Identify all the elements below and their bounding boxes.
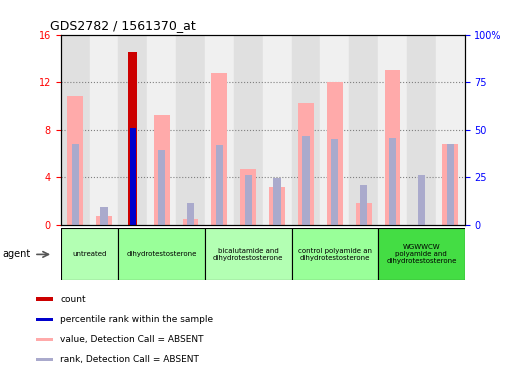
Bar [378,35,407,225]
Bar [183,219,199,225]
Bar [262,35,291,225]
Bar [205,35,234,225]
Bar [407,35,436,225]
Bar [216,145,223,225]
Text: value, Detection Call = ABSENT: value, Detection Call = ABSENT [60,335,204,344]
Bar [36,358,53,361]
Bar [187,203,194,225]
Bar [71,144,79,225]
Bar [274,178,281,225]
Bar [96,216,112,225]
Bar [298,103,314,225]
Bar [447,144,454,225]
Bar [331,139,338,225]
Bar [118,35,147,225]
Bar [234,35,262,225]
Bar [291,35,320,225]
Bar [418,175,425,225]
Bar [360,185,367,225]
Bar [36,298,53,301]
Text: GDS2782 / 1561370_at: GDS2782 / 1561370_at [50,19,196,32]
Bar [240,169,256,225]
Bar [36,318,53,321]
Bar [378,228,465,280]
Bar [320,35,349,225]
Bar [130,128,136,225]
Bar [269,187,285,225]
Text: WGWWCW
polyamide and
dihydrotestosterone: WGWWCW polyamide and dihydrotestosterone [386,244,457,265]
Text: bicalutamide and
dihydrotestosterone: bicalutamide and dihydrotestosterone [213,248,284,261]
Bar [384,70,400,225]
Text: percentile rank within the sample: percentile rank within the sample [60,315,213,324]
Text: rank, Detection Call = ABSENT: rank, Detection Call = ABSENT [60,355,199,364]
Bar [61,35,90,225]
Bar [389,138,396,225]
Bar [327,82,343,225]
Bar [212,73,228,225]
Bar [36,338,53,341]
Bar [303,136,309,225]
Bar [100,207,108,225]
Bar [67,96,83,225]
Text: count: count [60,295,86,304]
Bar [244,175,252,225]
Bar [158,150,165,225]
Bar [349,35,378,225]
Text: dihydrotestosterone: dihydrotestosterone [127,252,197,257]
Bar [442,144,458,225]
Bar [61,228,118,280]
Bar [147,35,176,225]
Bar [154,115,169,225]
Bar [205,228,291,280]
Text: agent: agent [3,249,31,260]
Bar [90,35,118,225]
Bar [447,164,454,225]
Text: untreated: untreated [72,252,107,257]
Bar [128,52,137,225]
Bar [356,203,372,225]
Bar [436,35,465,225]
Bar [291,228,378,280]
Text: control polyamide an
dihydrotestosterone: control polyamide an dihydrotestosterone [298,248,372,261]
Bar [176,35,205,225]
Bar [118,228,205,280]
